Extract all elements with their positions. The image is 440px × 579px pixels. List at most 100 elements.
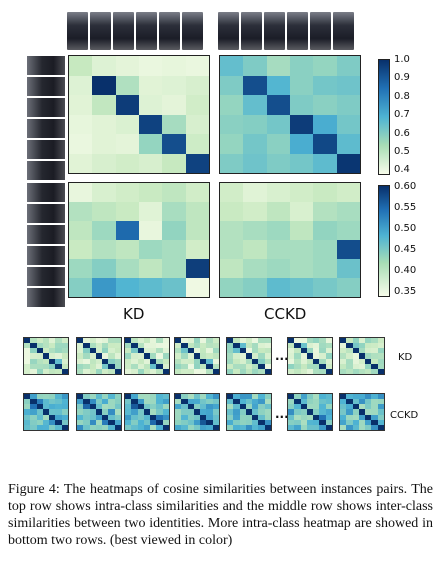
heatmap-cell: [325, 338, 332, 344]
heatmap-cell: [340, 419, 347, 425]
heatmap-cell: [264, 343, 271, 349]
heatmap-cell: [139, 259, 163, 278]
heatmap-cell: [77, 404, 84, 410]
person-thumbnail: [27, 77, 65, 96]
heatmap-cell: [365, 399, 372, 405]
heatmap-cell: [313, 259, 337, 278]
heatmap-cell: [193, 399, 201, 405]
heatmap-cell: [77, 353, 84, 359]
heatmap-cell: [300, 419, 307, 425]
heatmap-cell: [243, 278, 267, 297]
heatmap-cell: [200, 414, 207, 420]
heatmap-cell: [162, 404, 169, 410]
heatmap-cell: [156, 424, 163, 430]
heatmap-cell: [300, 343, 307, 349]
heatmap-cell: [162, 394, 169, 400]
heatmap-cell: [336, 56, 360, 76]
heatmap-cell: [264, 394, 271, 400]
heatmap-cell: [49, 348, 56, 354]
heatmap-cell: [220, 259, 244, 278]
heatmap-cell: [108, 353, 115, 359]
heatmap-cell: [252, 414, 259, 420]
heatmap-cell: [319, 363, 326, 369]
heatmap-cell: [264, 363, 271, 369]
heatmap-cell: [125, 409, 132, 415]
heatmap-cell: [336, 153, 360, 173]
query-thumbnails-right: [218, 12, 354, 50]
heatmap-cell: [175, 394, 182, 400]
heatmap-cell: [156, 368, 163, 374]
person-thumbnail: [113, 12, 134, 50]
heatmap-cell: [77, 368, 84, 374]
heatmap-cell: [313, 394, 320, 400]
heatmap-cell: [55, 348, 62, 354]
heatmap-cell: [313, 183, 337, 202]
heatmap-cell: [212, 343, 219, 349]
row-label-cckd: CCKD: [390, 410, 419, 421]
heatmap-cell: [77, 399, 84, 405]
heatmap-cell: [243, 56, 267, 76]
heatmap-cell: [336, 183, 360, 202]
heatmap-cell: [108, 394, 115, 400]
heatmap-cell: [77, 394, 84, 400]
heatmap-cell: [69, 202, 93, 221]
heatmap-cell: [143, 338, 151, 344]
heatmap-cell: [108, 404, 115, 410]
heatmap-cell: [371, 399, 378, 405]
heatmap-cell: [137, 348, 144, 354]
heatmap-cell: [175, 363, 182, 369]
heatmap-cell: [313, 353, 320, 359]
heatmap-cell: [61, 409, 68, 415]
heatmap-cell: [24, 343, 31, 349]
heatmap-cell: [131, 399, 138, 405]
heatmap-cell: [227, 409, 234, 415]
heatmap-cell: [245, 414, 253, 420]
heatmap-cell: [206, 424, 213, 430]
heatmap-cell: [175, 419, 182, 425]
heatmap-cell: [24, 409, 31, 415]
heatmap-cell: [300, 414, 307, 420]
heatmap-cell: [346, 414, 353, 420]
heatmap-cell: [377, 394, 384, 400]
heatmap-cell: [206, 363, 213, 369]
heatmap-cell: [313, 348, 320, 354]
heatmap-cell: [185, 56, 209, 76]
heatmap-cell: [325, 419, 332, 425]
heatmap-cell: [346, 394, 353, 400]
heatmap-cell: [139, 183, 163, 202]
heatmap-cell: [346, 363, 353, 369]
heatmap-cell: [115, 278, 139, 297]
heatmap-cell: [358, 338, 366, 344]
heatmap-cell: [83, 394, 90, 400]
heatmap-cell: [83, 424, 90, 430]
heatmap-cell: [156, 404, 163, 410]
heatmap-cell: [266, 75, 290, 95]
heatmap-cell: [131, 394, 138, 400]
heatmap-cell: [227, 343, 234, 349]
heatmap-cell: [239, 343, 246, 349]
heatmap-cell: [42, 358, 50, 364]
heatmap-cell: [114, 414, 121, 420]
heatmap-cell: [30, 399, 37, 405]
heatmap-cell: [156, 358, 163, 364]
heatmap-cell: [200, 358, 207, 364]
person-thumbnail: [27, 246, 65, 265]
person-thumbnail: [136, 12, 157, 50]
heatmap-cell: [114, 419, 121, 425]
heatmap-cell: [288, 399, 295, 405]
heatmap-cell: [181, 424, 188, 430]
heatmap-cell: [264, 358, 271, 364]
heatmap-cell: [131, 424, 138, 430]
heatmap-cell: [288, 363, 295, 369]
heatmap-cell: [239, 338, 246, 344]
mini-heatmap: [124, 393, 170, 431]
heatmap-cell: [137, 353, 144, 359]
heatmap-cell: [55, 353, 62, 359]
heatmap-cell: [193, 343, 201, 349]
heatmap-cell: [187, 368, 194, 374]
heatmap-cell: [300, 363, 307, 369]
heatmap-cell: [24, 348, 31, 354]
heatmap-cell: [83, 353, 90, 359]
heatmap-cell: [336, 75, 360, 95]
heatmap-cell: [252, 424, 259, 430]
